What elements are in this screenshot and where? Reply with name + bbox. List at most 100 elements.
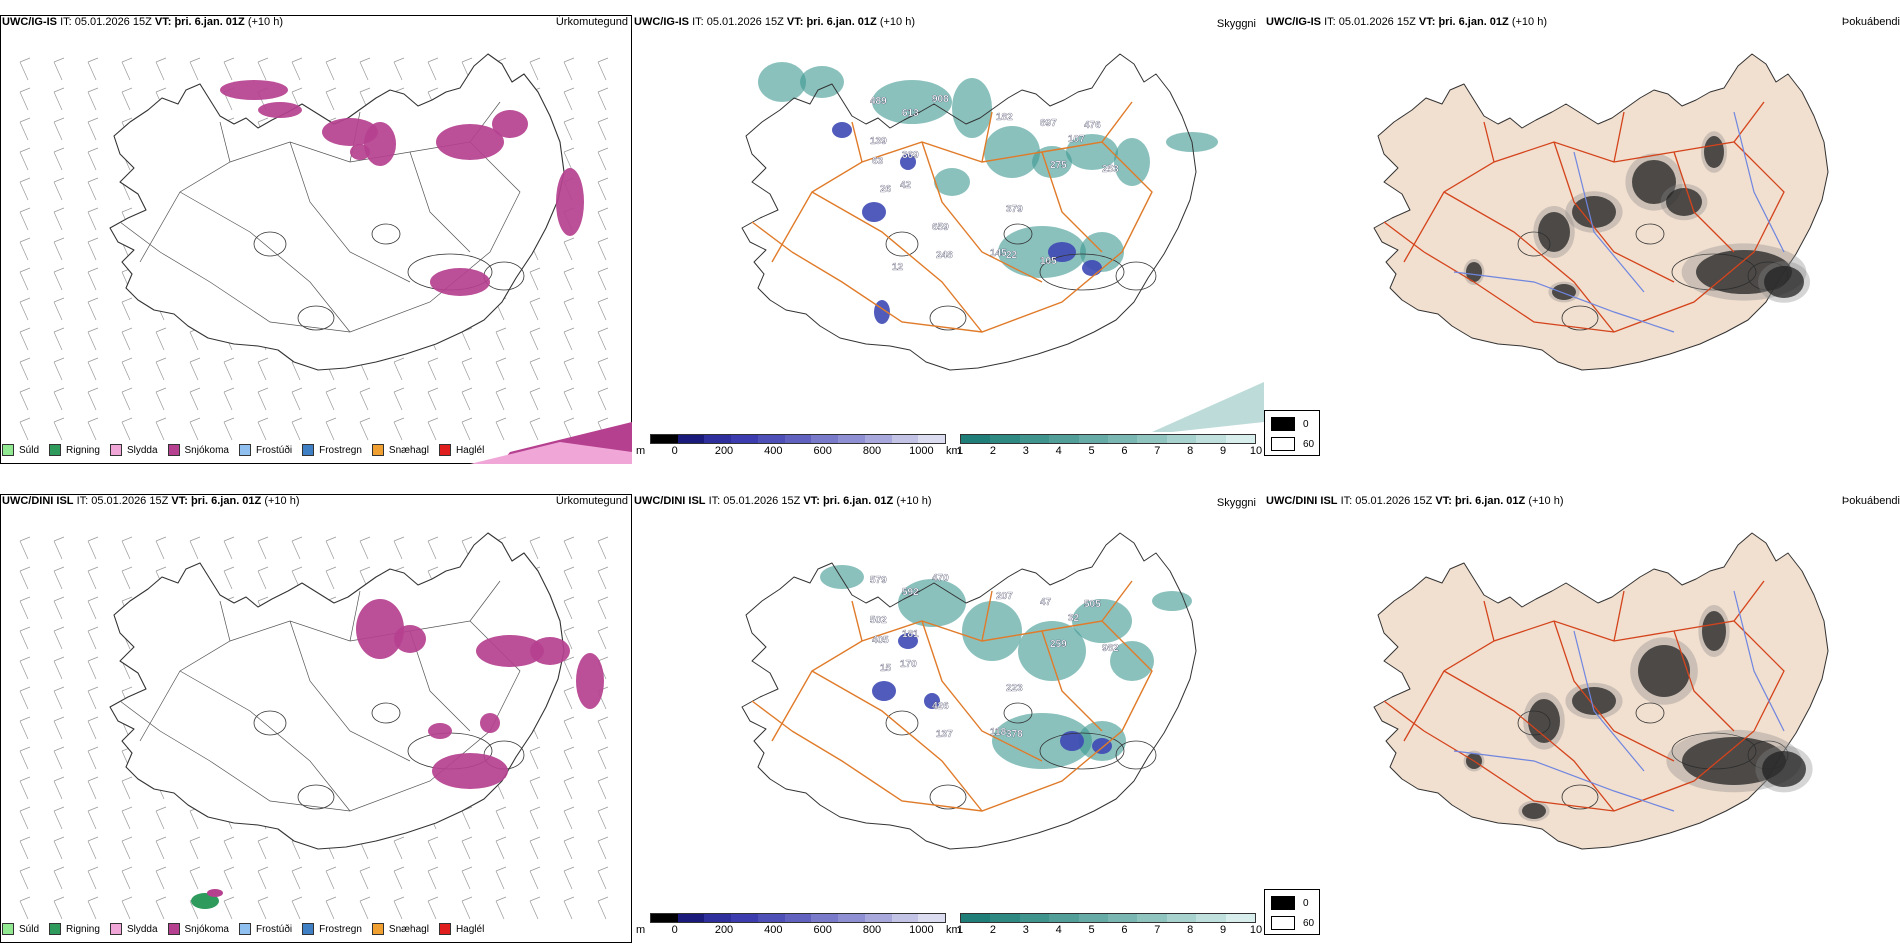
panel-title: UWC/IG-IS IT: 05.01.2026 15Z VT: þri. 6.… <box>634 16 915 28</box>
colorbar-tick: 10 <box>1249 445 1263 457</box>
colorbar-unit: km <box>946 445 961 457</box>
panel-title: UWC/DINI ISL IT: 05.01.2026 15Z VT: þri.… <box>2 495 300 507</box>
cloud-base-label: 613 <box>902 108 919 119</box>
colorbar-swatch <box>990 914 1020 922</box>
legend-label: Haglél <box>455 923 485 935</box>
colorbar-tick: 1000 <box>909 445 934 457</box>
colorbar-swatch <box>731 914 758 922</box>
colorbar-tick: 4 <box>1055 924 1062 936</box>
fog-legend-swatch <box>1271 916 1295 930</box>
legend-item: Rigning <box>49 444 100 456</box>
fog-legend-swatch <box>1271 417 1295 431</box>
colorbar-strip <box>650 913 946 923</box>
colorbar-swatch <box>891 914 919 922</box>
cloud-base-label: 139 <box>870 136 887 147</box>
fog-panel-row1: UWC/IG-IS IT: 05.01.2026 15Z VT: þri. 6.… <box>1264 12 1900 464</box>
colorbar-tick: 5 <box>1088 445 1095 457</box>
cloud-base-label: 476 <box>1084 120 1101 131</box>
panel-type-label: Úrkomutegund <box>555 16 628 28</box>
cloud-base-label: 137 <box>936 729 953 740</box>
fog-index-legend: 0 60 <box>1264 889 1320 935</box>
cloud-base-label: 15 <box>880 663 892 674</box>
colorbar-swatch <box>1196 435 1226 443</box>
colorbar-swatch <box>918 435 946 443</box>
cloud-base-label: 63 <box>872 156 884 167</box>
legend-label: Rigning <box>66 444 100 456</box>
colorbar-tick: 3 <box>1022 445 1029 457</box>
colorbar-swatch <box>1078 435 1109 443</box>
cloud-base-label: 275 <box>1050 160 1067 171</box>
precip-panel-row1: UWC/IG-IS IT: 05.01.2026 15Z VT: þri. 6.… <box>0 12 632 464</box>
cloud-base-label: 26 <box>880 184 892 195</box>
map-frame <box>0 494 632 943</box>
precip-type-legend: Súld Rigning Slydda Snjókoma Frostúði Frostre… <box>2 440 484 460</box>
cloud-panel-row1: 489 613 908 139 369 182 897 476 63 107 275 253 26 42 3… <box>632 12 1264 464</box>
colorbar-unit: km <box>946 924 961 936</box>
fog-panel-row2: UWC/DINI ISL IT: 05.01.2026 15Z VT: þri.… <box>1264 491 1900 943</box>
colorbar-swatch <box>1137 914 1167 922</box>
cloud-visibility-map: 489 613 908 139 369 182 897 476 63 107 275 253 26 42 3… <box>741 53 1264 432</box>
colorbar-tick: 2 <box>989 445 996 457</box>
colorbar-tick: 9 <box>1220 924 1227 936</box>
colorbar-swatch <box>731 435 758 443</box>
panel-title: UWC/DINI ISL IT: 05.01.2026 15Z VT: þri.… <box>634 495 932 507</box>
legend-swatch <box>238 923 251 935</box>
colorbar-swatch <box>677 914 705 922</box>
cloud-base-label: 470 <box>932 573 949 584</box>
colorbar-swatch <box>651 914 678 922</box>
cloud-base-label: 22 <box>1006 250 1018 261</box>
legend-swatch <box>371 444 384 456</box>
precip-panel-row2: UWC/DINI ISL IT: 05.01.2026 15Z VT: þri.… <box>0 491 632 943</box>
legend-item: Frostúði <box>238 444 293 456</box>
colorbar-tick: 200 <box>714 445 734 457</box>
visibility-colorbar: km 1 2 3 4 5 6 7 8 9 10 <box>946 434 1262 458</box>
colorbar-tick: 600 <box>813 924 832 936</box>
legend-item: Frostregn <box>302 923 362 935</box>
legend-swatch <box>438 923 451 935</box>
colorbar-swatch <box>1049 914 1079 922</box>
fog-legend-item: 0 <box>1271 417 1309 431</box>
legend-swatch <box>302 444 315 456</box>
cloud-base-label: 378 <box>1006 729 1023 740</box>
colorbar-swatch <box>1049 435 1079 443</box>
legend-swatch <box>109 444 122 456</box>
colorbar-swatch <box>811 914 839 922</box>
cloud-base-label: 379 <box>1006 204 1023 215</box>
colorbar-tick: 8 <box>1187 924 1194 936</box>
legend-swatch <box>49 444 62 456</box>
colorbar-swatch <box>1108 435 1138 443</box>
legend-item: Frostregn <box>302 444 362 456</box>
legend-swatch <box>2 923 14 935</box>
cloud-base-label: 42 <box>900 180 912 191</box>
fog-legend-label: 0 <box>1303 418 1309 430</box>
colorbar-swatch <box>864 435 892 443</box>
panel-type-label: Þokuábendi <box>1841 495 1900 507</box>
fog-index-map <box>1373 53 1829 371</box>
colorbar-swatch <box>1225 914 1256 922</box>
colorbar-strip <box>960 913 1256 923</box>
colorbar-swatch <box>651 435 678 443</box>
cloud-base-label: 248 <box>936 250 953 261</box>
panel-title: UWC/IG-IS IT: 05.01.2026 15Z VT: þri. 6.… <box>2 16 283 28</box>
cloud-base-label: 505 <box>1084 599 1101 610</box>
legend-swatch <box>167 923 180 935</box>
cloud-base-label: 908 <box>932 94 949 105</box>
colorbar-swatch <box>838 914 865 922</box>
legend-label: Frostúði <box>255 444 293 456</box>
panel-type-label: Úrkomutegund <box>555 495 628 507</box>
colorbar-tick: 3 <box>1022 924 1029 936</box>
colorbar-tick: 6 <box>1121 445 1128 457</box>
colorbar-tick: 400 <box>764 445 783 457</box>
cloud-base-label: 32 <box>1068 613 1080 624</box>
cloud-base-label: 982 <box>1102 643 1119 654</box>
legend-label: Snæhagl <box>388 444 429 456</box>
fog-legend-swatch <box>1271 437 1295 451</box>
colorbar-swatch <box>784 914 812 922</box>
colorbar-tick: 8 <box>1187 445 1194 457</box>
panel-type-label: Þokuábendi <box>1841 16 1900 28</box>
cloud-base-label: 145 <box>990 248 1007 259</box>
visibility-colorbar: km 1 2 3 4 5 6 7 8 9 10 <box>946 913 1262 937</box>
legend-item: Haglél <box>438 923 485 935</box>
legend-label: Súld <box>19 923 40 935</box>
panel-title: UWC/DINI ISL IT: 05.01.2026 15Z VT: þri.… <box>1266 495 1564 507</box>
